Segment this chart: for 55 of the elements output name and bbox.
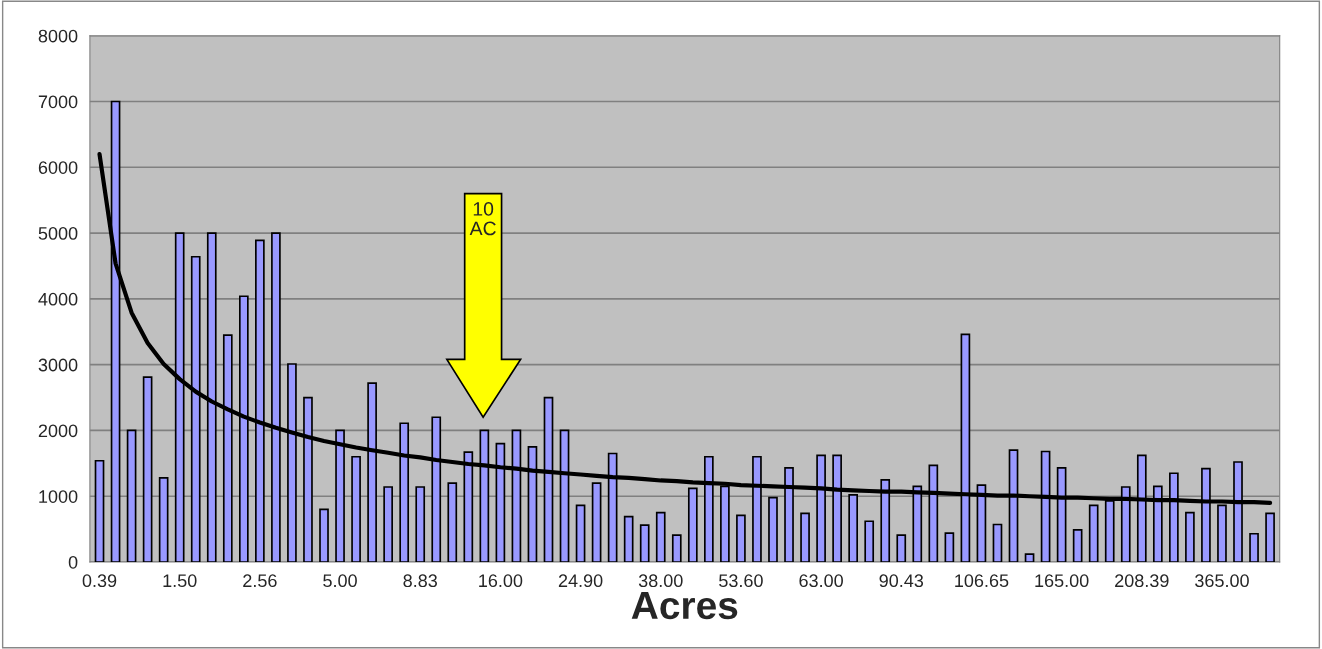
bar <box>1185 511 1195 563</box>
x-tick-label: 16.00 <box>479 574 523 588</box>
y-tick-label: 8000 <box>38 29 78 43</box>
bar <box>864 520 875 563</box>
bar <box>736 514 746 563</box>
bar <box>94 459 105 563</box>
bar <box>126 429 137 563</box>
bar <box>944 532 955 563</box>
y-tick-label: 0 <box>68 555 78 569</box>
y-tick-label: 3000 <box>38 358 78 372</box>
bar <box>896 534 907 563</box>
x-tick-label: 53.60 <box>719 574 763 588</box>
bar <box>319 508 329 563</box>
bar <box>800 512 810 563</box>
x-tick-label: 208.39 <box>1115 574 1169 588</box>
bar <box>1265 512 1275 563</box>
x-tick-label: 365.00 <box>1195 574 1249 588</box>
bar <box>1024 553 1035 563</box>
bar <box>639 524 650 563</box>
x-tick-label: 165.00 <box>1035 574 1089 588</box>
x-tick-label: 0.39 <box>82 574 117 588</box>
bar <box>142 376 153 563</box>
bar <box>575 504 586 563</box>
bar <box>1249 532 1259 563</box>
x-tick-label: 38.00 <box>638 574 683 588</box>
y-tick-label: 1000 <box>39 490 78 503</box>
y-tick-label: 4000 <box>38 292 78 306</box>
y-tick-label: 6000 <box>38 161 78 174</box>
annotation: 10 AC <box>469 202 496 236</box>
y-tick-label: 2000 <box>38 424 78 438</box>
x-tick-label: 106.65 <box>955 574 1009 588</box>
bar <box>1072 528 1083 563</box>
bar <box>591 482 602 563</box>
bar <box>992 523 1003 563</box>
bar <box>1088 504 1099 563</box>
bar <box>623 515 634 563</box>
bar <box>655 511 666 563</box>
bar <box>447 482 458 563</box>
bar <box>415 486 426 563</box>
y-tick-label: 7000 <box>38 95 78 109</box>
x-axis-title: Acres <box>631 592 738 620</box>
bar <box>351 455 361 563</box>
bar <box>687 487 698 563</box>
y-tick-label: 5000 <box>38 227 78 240</box>
x-tick-label: 90.43 <box>879 574 924 588</box>
bar <box>158 476 169 563</box>
x-tick-label: 63.00 <box>799 574 843 588</box>
x-tick-label: 1.50 <box>163 574 197 588</box>
bar <box>768 496 778 563</box>
x-tick-label: 24.90 <box>558 574 603 588</box>
x-tick-label: 5.00 <box>323 574 357 588</box>
bar <box>383 486 393 563</box>
bar <box>671 534 682 563</box>
x-tick-label: 2.56 <box>243 574 277 588</box>
x-tick-label: 8.83 <box>403 574 437 588</box>
